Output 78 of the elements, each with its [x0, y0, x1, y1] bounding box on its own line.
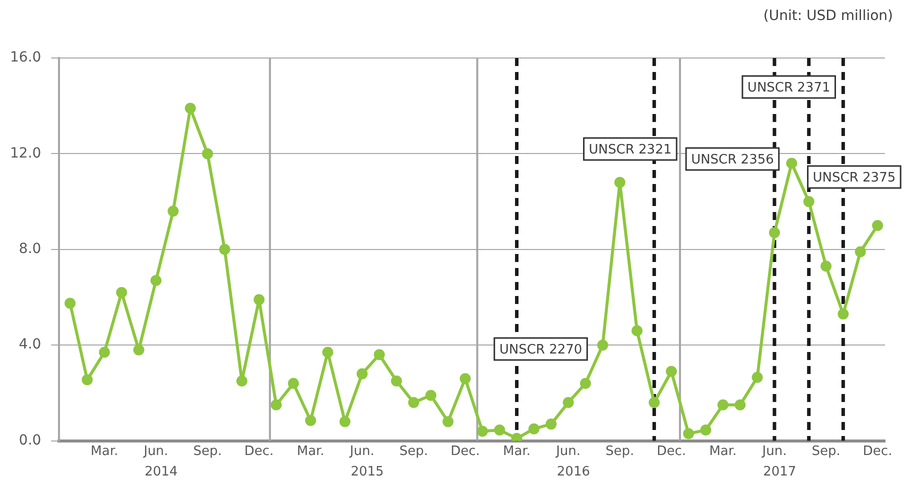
- y-tick-label: 8.0: [18, 241, 42, 258]
- point: [168, 206, 179, 217]
- point: [82, 374, 93, 386]
- x-tick-label: Jun.: [142, 444, 168, 459]
- point: [683, 428, 694, 440]
- x-tick-label: Jun.: [555, 444, 581, 459]
- point: [219, 244, 230, 255]
- y-tick-label: 4.0: [18, 336, 42, 353]
- point: [98, 346, 110, 358]
- x-tick-label: Mar.: [90, 444, 118, 459]
- point: [460, 373, 471, 384]
- point: [425, 390, 436, 401]
- x-tick-label: Dec.: [244, 444, 274, 459]
- x-tick-label: Sep.: [812, 444, 840, 459]
- point: [734, 399, 746, 410]
- y-tick-label: 12.0: [10, 145, 42, 162]
- point: [236, 375, 248, 386]
- point: [786, 158, 798, 169]
- point: [768, 227, 780, 238]
- point: [838, 308, 849, 320]
- point: [374, 349, 385, 360]
- point: [752, 372, 763, 383]
- point: [254, 294, 265, 306]
- y-tick-label: 0.0: [18, 432, 42, 448]
- point: [854, 246, 866, 258]
- point: [64, 298, 76, 309]
- point: [580, 378, 591, 389]
- point: [494, 424, 506, 436]
- point: [700, 424, 712, 436]
- x-tick-label: Mar.: [709, 444, 737, 459]
- ref-line-label: UNSCR 2371: [747, 80, 830, 96]
- ref-line-label: UNSCR 2270: [499, 342, 582, 358]
- point: [648, 397, 660, 408]
- point: [632, 325, 643, 336]
- x-tick-label: Jun.: [761, 444, 787, 459]
- point: [528, 423, 540, 434]
- point: [116, 286, 128, 298]
- x-tick-label: Dec.: [450, 444, 480, 459]
- x2-tick-label: 2016: [556, 464, 590, 480]
- point: [666, 366, 677, 377]
- point: [546, 418, 557, 430]
- ref-line-label: UNSCR 2375: [812, 170, 896, 186]
- ref-line-label: UNSCR 2321: [588, 142, 672, 158]
- x2-tick-label: 2014: [144, 464, 178, 480]
- point: [442, 416, 454, 428]
- text: (Unit: USD million): [763, 8, 893, 24]
- ref-line-label: UNSCR 2356: [691, 152, 774, 168]
- x2-tick-label: 2015: [350, 464, 384, 480]
- point: [270, 399, 282, 410]
- x-tick-label: Sep.: [193, 444, 222, 459]
- x-tick-label: Jun.: [348, 444, 374, 459]
- point: [803, 196, 814, 208]
- point: [476, 426, 488, 437]
- point: [562, 397, 574, 408]
- point: [202, 148, 213, 160]
- y-tick-label: 16.0: [10, 50, 42, 66]
- x-tick-label: Mar.: [503, 444, 530, 459]
- point: [820, 260, 832, 272]
- x-tick-label: Dec.: [656, 444, 686, 459]
- point: [133, 344, 144, 356]
- x-tick-label: Sep.: [399, 444, 428, 459]
- point: [717, 399, 728, 410]
- point: [390, 375, 402, 386]
- point: [408, 397, 420, 408]
- point: [614, 176, 626, 188]
- point: [597, 340, 608, 351]
- point: [305, 414, 316, 426]
- point: [184, 102, 196, 114]
- x2-tick-label: 2017: [763, 464, 796, 480]
- point: [339, 416, 350, 428]
- point: [322, 346, 334, 358]
- point: [150, 275, 162, 286]
- point: [288, 378, 299, 389]
- x-tick-label: Dec.: [862, 444, 892, 459]
- point: [356, 368, 368, 380]
- x-tick-label: Mar.: [296, 444, 324, 459]
- point: [872, 220, 884, 231]
- x-tick-label: Sep.: [606, 444, 634, 459]
